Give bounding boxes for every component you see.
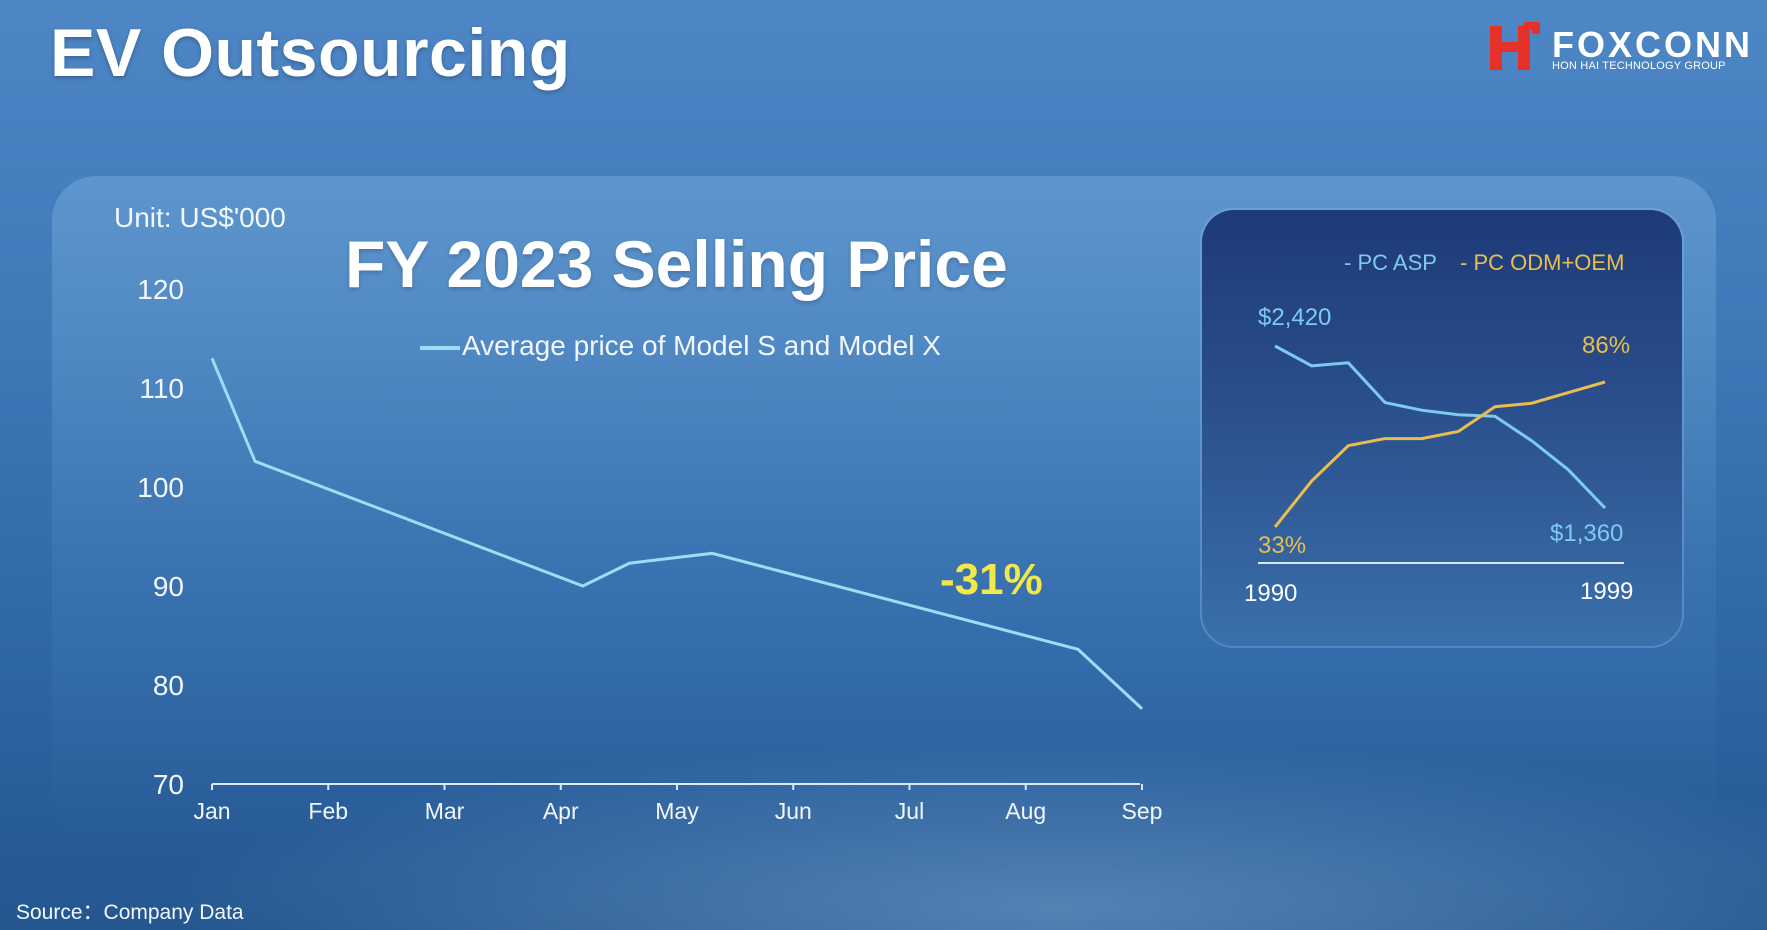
change-annotation: -31% — [940, 555, 1043, 604]
y-tick-label: 100 — [137, 472, 184, 503]
series-line-model-s-x — [210, 357, 1144, 710]
logo-tagline: HON HAI TECHNOLOGY GROUP — [1552, 60, 1726, 72]
y-tick-label: 120 — [137, 274, 184, 305]
x-tick-label: Jan — [193, 798, 230, 824]
source-note: Source：Company Data — [16, 901, 244, 924]
pc-odm-start-label: 33% — [1258, 532, 1307, 559]
x-tick-label: Aug — [1005, 798, 1046, 824]
x-tick-label: Apr — [543, 798, 579, 824]
inset-panel — [1202, 210, 1682, 646]
chart-title: FY 2023 Selling Price — [345, 227, 1008, 301]
inset-x-label-start: 1990 — [1244, 580, 1298, 607]
foxconn-mark-icon — [1490, 22, 1540, 70]
y-axis: 70 80 90 100 110 120 — [137, 274, 184, 800]
legend-label: Average price of Model S and Model X — [462, 330, 941, 361]
pc-asp-end-label: $1,360 — [1550, 520, 1624, 547]
legend-pc-asp: - PC ASP — [1344, 250, 1437, 275]
x-tick-label: Jul — [895, 798, 924, 824]
x-tick-label: Jun — [775, 798, 812, 824]
y-tick-label: 110 — [139, 373, 184, 404]
x-tick-label: Sep — [1122, 798, 1163, 824]
y-tick-label: 70 — [153, 769, 184, 800]
series-line-pc-odm-oem — [1273, 380, 1606, 528]
logo-wordmark: FOXCONN — [1552, 24, 1753, 65]
pc-asp-start-label: $2,420 — [1258, 304, 1332, 331]
y-tick-label: 80 — [153, 670, 184, 701]
legend-pc-odm-oem: - PC ODM+OEM — [1460, 250, 1625, 275]
x-tick-label: Mar — [425, 798, 465, 824]
series-line-pc-asp — [1274, 344, 1607, 510]
unit-label: Unit: US$'000 — [114, 202, 286, 233]
pc-odm-end-label: 86% — [1582, 332, 1631, 359]
chart-legend: Average price of Model S and Model X — [420, 330, 941, 362]
inset-x-label-end: 1999 — [1580, 578, 1634, 605]
x-tick-label: May — [655, 798, 699, 824]
y-tick-label: 90 — [153, 571, 184, 602]
x-tick-label: Feb — [308, 798, 348, 824]
x-axis: Jan Feb Mar Apr May Jun Jul Aug Sep — [193, 784, 1162, 824]
legend-swatch — [420, 345, 460, 350]
page-title: EV Outsourcing — [50, 15, 571, 91]
foxconn-logo: FOXCONN HON HAI TECHNOLOGY GROUP — [1488, 22, 1750, 82]
